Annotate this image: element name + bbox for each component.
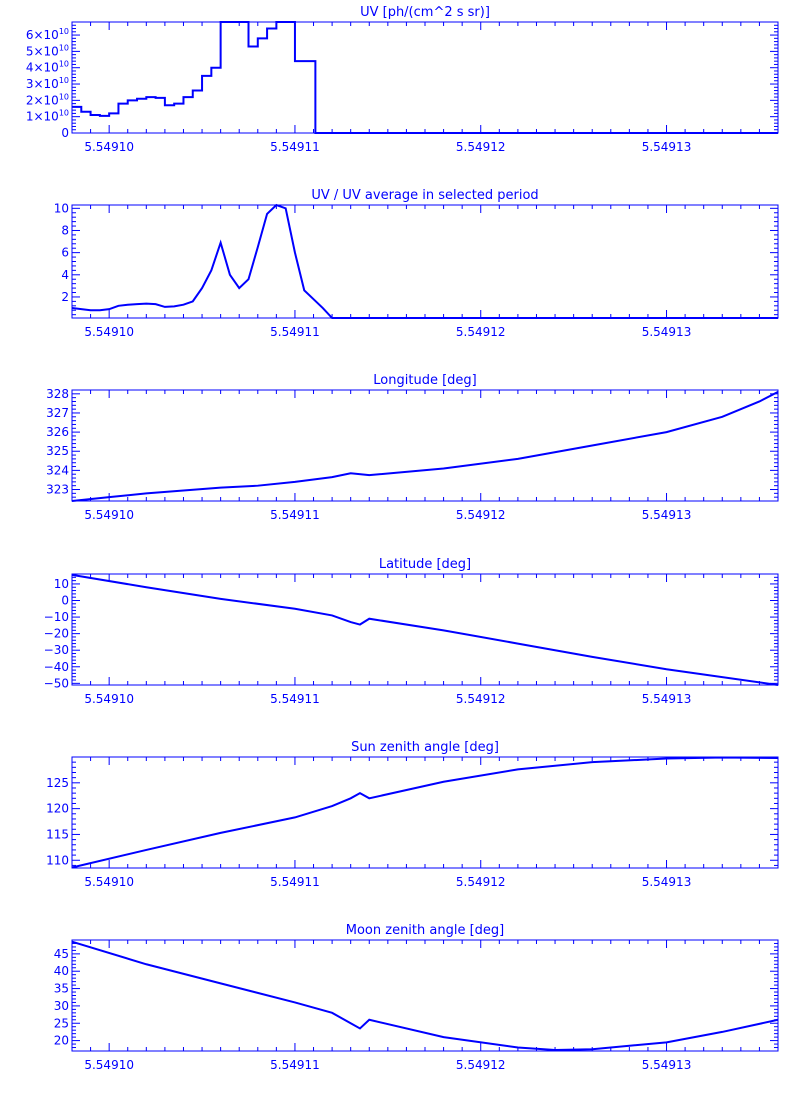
y-tick-label: −50 xyxy=(44,676,69,690)
x-tick-label: 5.54911 xyxy=(270,325,320,339)
y-tick-label: 4 xyxy=(61,268,69,282)
plot-frame xyxy=(71,204,779,319)
chart-title: UV / UV average in selected period xyxy=(311,188,538,203)
y-tick-label: 325 xyxy=(46,444,69,458)
x-tick-label: 5.54913 xyxy=(642,692,692,706)
x-tick-label: 5.54913 xyxy=(642,875,692,889)
y-tick-label: −10 xyxy=(44,610,69,624)
x-tick-label: 5.54911 xyxy=(270,140,320,154)
series-line-0 xyxy=(71,940,779,1051)
chart-title: UV [ph/(cm^2 s sr)] xyxy=(360,5,490,20)
x-tick-label: 5.54910 xyxy=(84,325,134,339)
chart-4: Sun zenith angle [deg] 5.54910 5.54911 5.54… xyxy=(46,740,779,889)
chart-1: UV / UV average in selected period 5.5491… xyxy=(54,188,779,339)
x-tick-label: 5.54911 xyxy=(270,1058,320,1072)
y-tick-label: 20 xyxy=(54,1034,69,1048)
plot-frame xyxy=(71,756,779,869)
y-tick-label: 5×1010 xyxy=(26,43,69,58)
x-tick-label: 5.54911 xyxy=(270,875,320,889)
chart-title: Longitude [deg] xyxy=(373,373,476,388)
x-tick-label: 5.54912 xyxy=(456,325,506,339)
y-tick-label: 324 xyxy=(46,463,69,477)
chart-title: Latitude [deg] xyxy=(379,557,471,572)
plot-frame xyxy=(71,573,779,686)
y-tick-label: 326 xyxy=(46,425,69,439)
series-line-0 xyxy=(72,21,778,134)
plot-frame xyxy=(71,389,779,502)
x-tick-label: 5.54910 xyxy=(84,692,134,706)
plot-frame xyxy=(71,939,779,1052)
x-tick-label: 5.54913 xyxy=(642,140,692,154)
y-tick-label: 1×1010 xyxy=(26,109,69,124)
x-tick-label: 5.54910 xyxy=(84,508,134,522)
x-tick-label: 5.54913 xyxy=(642,508,692,522)
series-line-0 xyxy=(71,573,779,686)
y-tick-label: 4×1010 xyxy=(26,60,69,75)
x-tick-label: 5.54910 xyxy=(84,875,134,889)
y-tick-label: −20 xyxy=(44,627,69,641)
x-tick-label: 5.54912 xyxy=(456,875,506,889)
y-tick-label: 45 xyxy=(54,947,69,961)
y-tick-label: 6×1010 xyxy=(26,27,69,42)
y-tick-label: 327 xyxy=(46,406,69,420)
plot-frame xyxy=(71,21,779,134)
y-tick-label: 328 xyxy=(46,387,69,401)
y-tick-label: 120 xyxy=(46,802,69,816)
y-tick-label: 35 xyxy=(54,982,69,996)
x-tick-label: 5.54912 xyxy=(456,692,506,706)
chart-3: Latitude [deg] 5.54910 5.54911 5.54912 5.549… xyxy=(44,557,779,706)
y-tick-label: 3×1010 xyxy=(26,76,69,91)
y-tick-label: 30 xyxy=(54,999,69,1013)
y-tick-label: 0 xyxy=(61,126,69,140)
y-tick-label: 6 xyxy=(61,246,69,260)
chart-5: Moon zenith angle [deg] 5.54910 5.54911 5.5… xyxy=(54,923,779,1072)
chart-2: Longitude [deg] 5.54910 5.54911 5.54912 5.54… xyxy=(46,373,779,522)
y-tick-label: 2×1010 xyxy=(26,92,69,107)
series-line-0 xyxy=(71,756,779,869)
y-tick-label: 0 xyxy=(61,594,69,608)
series-line-0 xyxy=(71,391,779,502)
y-tick-label: 8 xyxy=(61,223,69,237)
y-tick-label: 110 xyxy=(46,853,69,867)
y-tick-label: −30 xyxy=(44,643,69,657)
x-tick-label: 5.54912 xyxy=(456,140,506,154)
y-tick-label: 25 xyxy=(54,1016,69,1030)
x-tick-label: 5.54913 xyxy=(642,1058,692,1072)
chart-0: UV [ph/(cm^2 s sr)] 5.54910 5.54911 5.54912… xyxy=(26,5,779,154)
x-tick-label: 5.54912 xyxy=(456,1058,506,1072)
chart-title: Moon zenith angle [deg] xyxy=(346,923,504,938)
series-line-0 xyxy=(71,203,778,319)
x-tick-label: 5.54910 xyxy=(84,140,134,154)
y-tick-label: 10 xyxy=(54,201,69,215)
chart-title: Sun zenith angle [deg] xyxy=(351,740,499,755)
x-tick-label: 5.54911 xyxy=(270,508,320,522)
y-tick-label: 10 xyxy=(54,577,69,591)
y-tick-label: 115 xyxy=(46,827,69,841)
x-tick-label: 5.54911 xyxy=(270,692,320,706)
y-tick-label: 40 xyxy=(54,964,69,978)
y-tick-label: 125 xyxy=(46,776,69,790)
y-tick-label: 323 xyxy=(46,483,69,497)
x-tick-label: 5.54910 xyxy=(84,1058,134,1072)
x-tick-label: 5.54912 xyxy=(456,508,506,522)
y-tick-label: −40 xyxy=(44,660,69,674)
y-tick-label: 2 xyxy=(61,290,69,304)
x-tick-label: 5.54913 xyxy=(642,325,692,339)
